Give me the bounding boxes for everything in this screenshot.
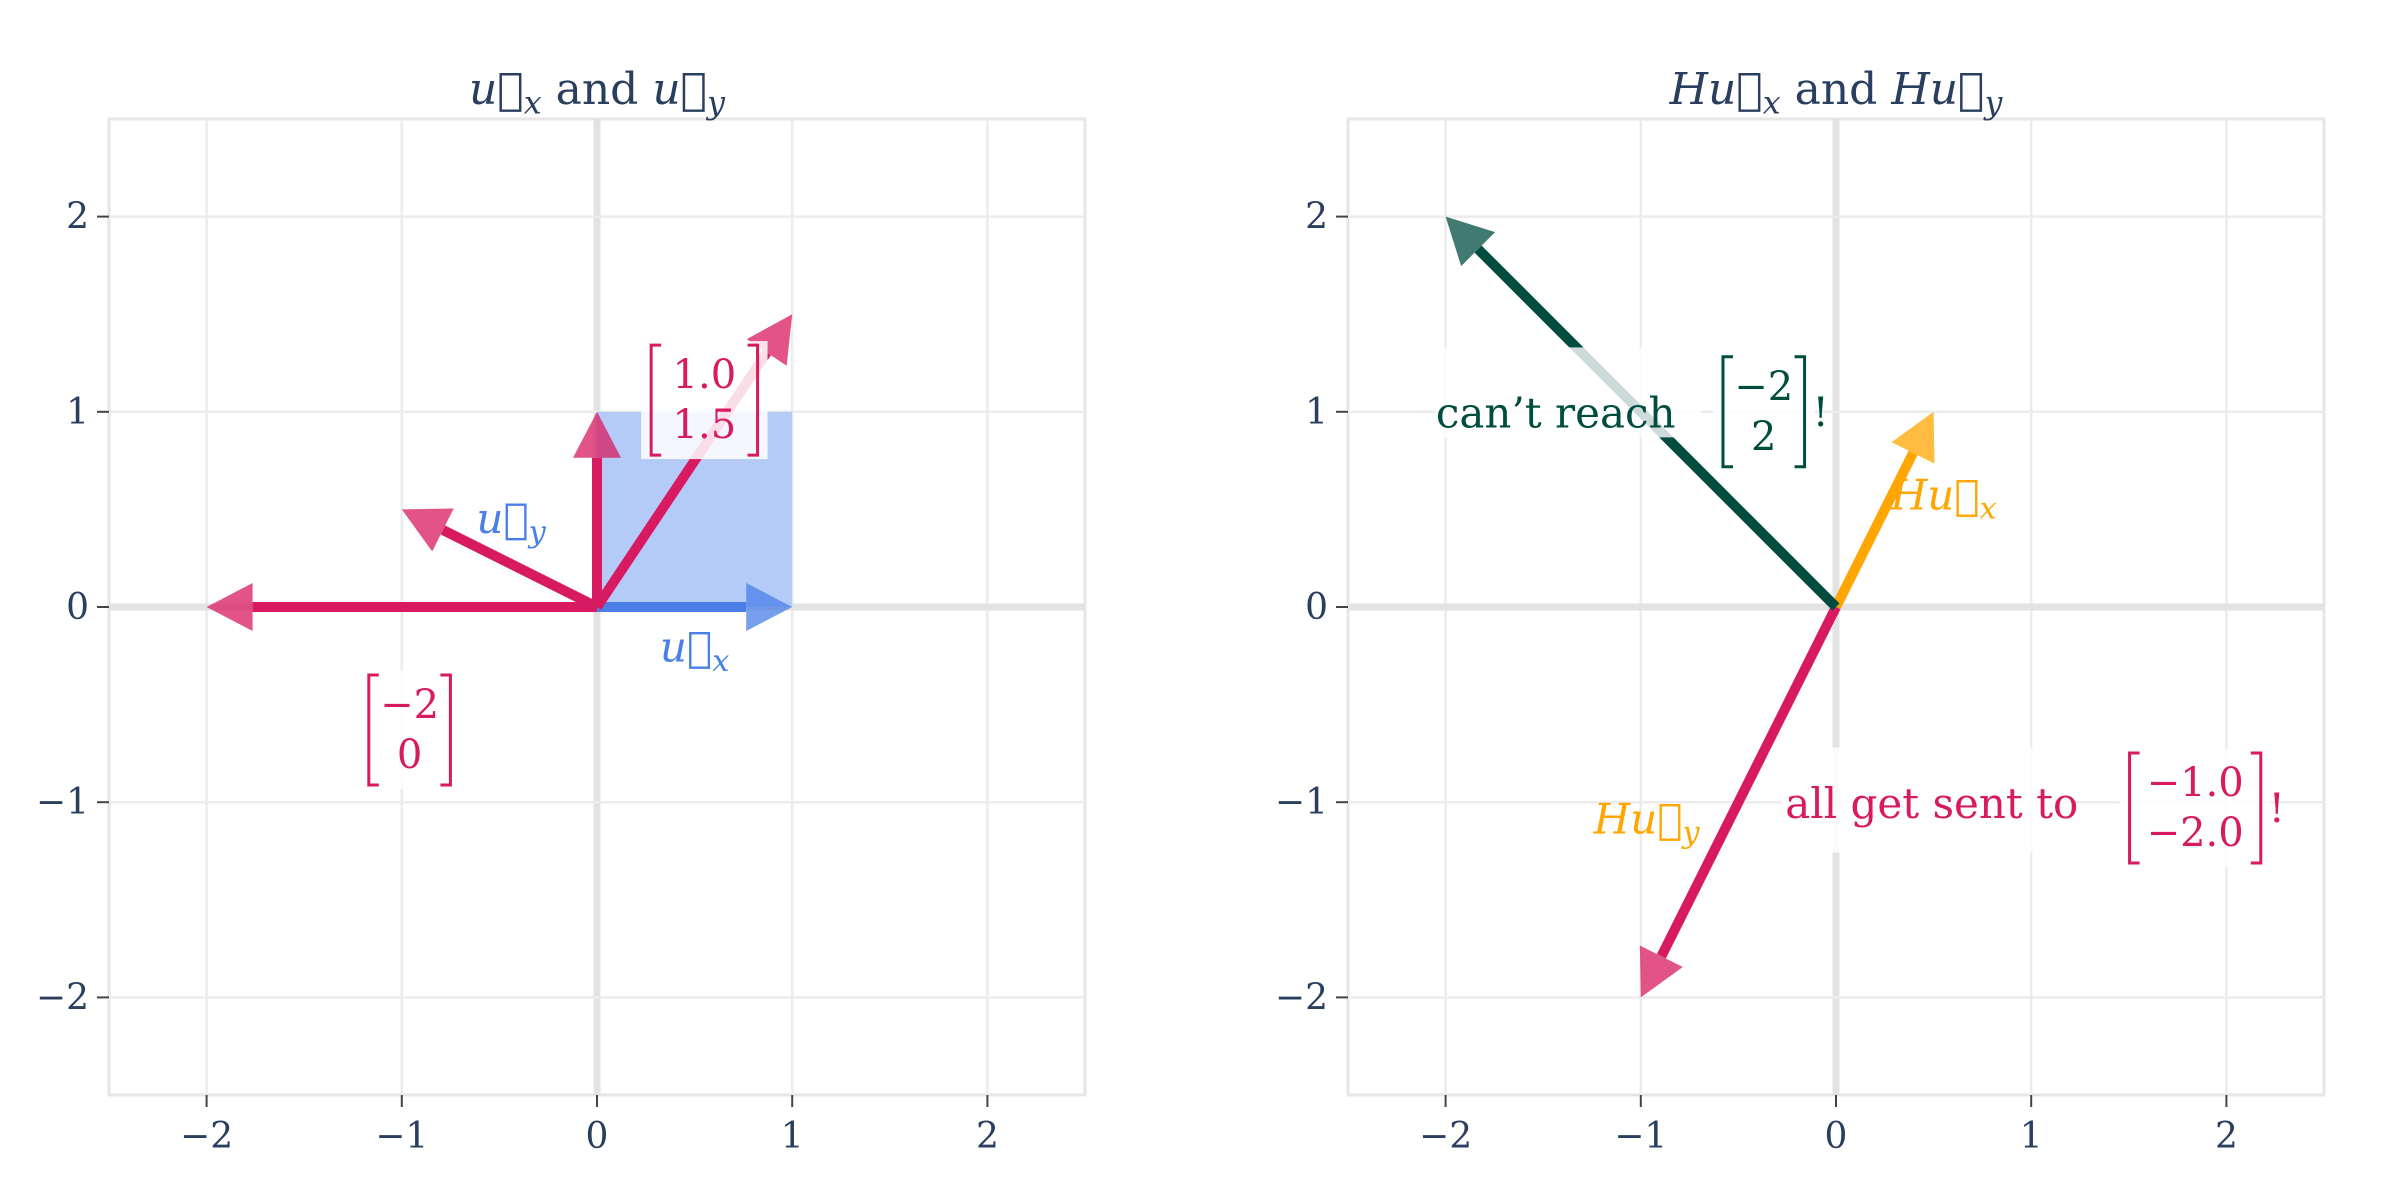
matrix-entry: −1.0 bbox=[2147, 760, 2244, 806]
x-tick-label: 0 bbox=[586, 1116, 609, 1157]
matrix-neg1-neg2: −1.0−2.0! bbox=[2119, 749, 2285, 868]
all-sent-annotation: all get sent to −1.0−2.0! bbox=[1781, 747, 2285, 868]
vector-arrow bbox=[206, 583, 597, 631]
matrix-neg2-2: −22! bbox=[1712, 352, 1829, 471]
chart-title: u⃗x​ and u⃗y​ bbox=[469, 64, 726, 122]
matrix-entry: −2 bbox=[380, 682, 439, 728]
vector-shaft bbox=[1831, 450, 1918, 610]
all-sent-text: all get sent to bbox=[1785, 779, 2078, 828]
matrix-entry: 0 bbox=[397, 732, 422, 778]
y-tick-label: −1 bbox=[36, 782, 89, 823]
matrix-entry: 1.0 bbox=[673, 352, 737, 398]
matrix-entry: −2.0 bbox=[2147, 810, 2244, 856]
vector-arrow bbox=[401, 508, 600, 612]
vector-arrow bbox=[573, 411, 621, 607]
cant-reach-text: can’t reach bbox=[1436, 388, 1676, 437]
y-tick-label: −2 bbox=[36, 977, 89, 1018]
matrix-suffix: ! bbox=[1813, 390, 1829, 436]
matrix-suffix: ! bbox=[2269, 786, 2285, 832]
x-tick-label: −2 bbox=[180, 1116, 233, 1157]
y-tick-label: −2 bbox=[1275, 977, 1328, 1018]
matrix-label-neg2-0: −20 bbox=[358, 670, 461, 789]
x-tick-label: 0 bbox=[1825, 1116, 1848, 1157]
cant-reach-annotation: can’t reach −22! bbox=[1435, 347, 1829, 471]
matrix-entry: −2 bbox=[1734, 364, 1793, 410]
x-tick-label: 1 bbox=[2020, 1116, 2043, 1157]
vector-head bbox=[746, 314, 793, 366]
vector-head bbox=[1639, 945, 1683, 998]
vector-head bbox=[573, 411, 621, 458]
y-tick-label: 0 bbox=[66, 587, 89, 628]
x-tick-label: −1 bbox=[375, 1116, 428, 1157]
vector-head bbox=[1445, 216, 1496, 267]
x-tick-label: 1 bbox=[781, 1116, 804, 1157]
vector-shaft bbox=[1656, 604, 1841, 959]
vector-shaft bbox=[440, 525, 600, 612]
vector-head bbox=[746, 583, 793, 631]
vector-arrow bbox=[1639, 604, 1841, 998]
label-uy: u⃗y​ bbox=[476, 494, 546, 550]
matrix-entry: 2 bbox=[1751, 414, 1776, 460]
vector-head bbox=[206, 583, 253, 631]
y-tick-label: 2 bbox=[1305, 197, 1328, 238]
vector-head bbox=[1891, 411, 1935, 464]
vector-arrow bbox=[1831, 411, 1935, 610]
matrix-entry: 1.5 bbox=[673, 402, 737, 448]
y-tick-label: 2 bbox=[66, 197, 89, 238]
y-tick-label: 1 bbox=[1305, 392, 1328, 433]
y-tick-label: 0 bbox=[1305, 587, 1328, 628]
x-tick-label: 2 bbox=[2215, 1116, 2238, 1157]
matrix-label-1-1.5: 1.01.5 bbox=[641, 341, 768, 460]
x-tick-label: −2 bbox=[1419, 1116, 1472, 1157]
label-huy: Hu⃗y​ bbox=[1593, 794, 1701, 850]
vector-arrow bbox=[597, 583, 793, 631]
label-ux: u⃗x​ bbox=[660, 623, 729, 679]
x-tick-label: −1 bbox=[1614, 1116, 1667, 1157]
y-tick-label: 1 bbox=[66, 392, 89, 433]
label-hux: Hu⃗x​ bbox=[1890, 470, 1997, 526]
y-tick-label: −1 bbox=[1275, 782, 1328, 823]
x-tick-label: 2 bbox=[976, 1116, 999, 1157]
vector-head bbox=[401, 508, 454, 552]
chart-title: Hu⃗x​ and Hu⃗y​ bbox=[1669, 64, 2004, 122]
